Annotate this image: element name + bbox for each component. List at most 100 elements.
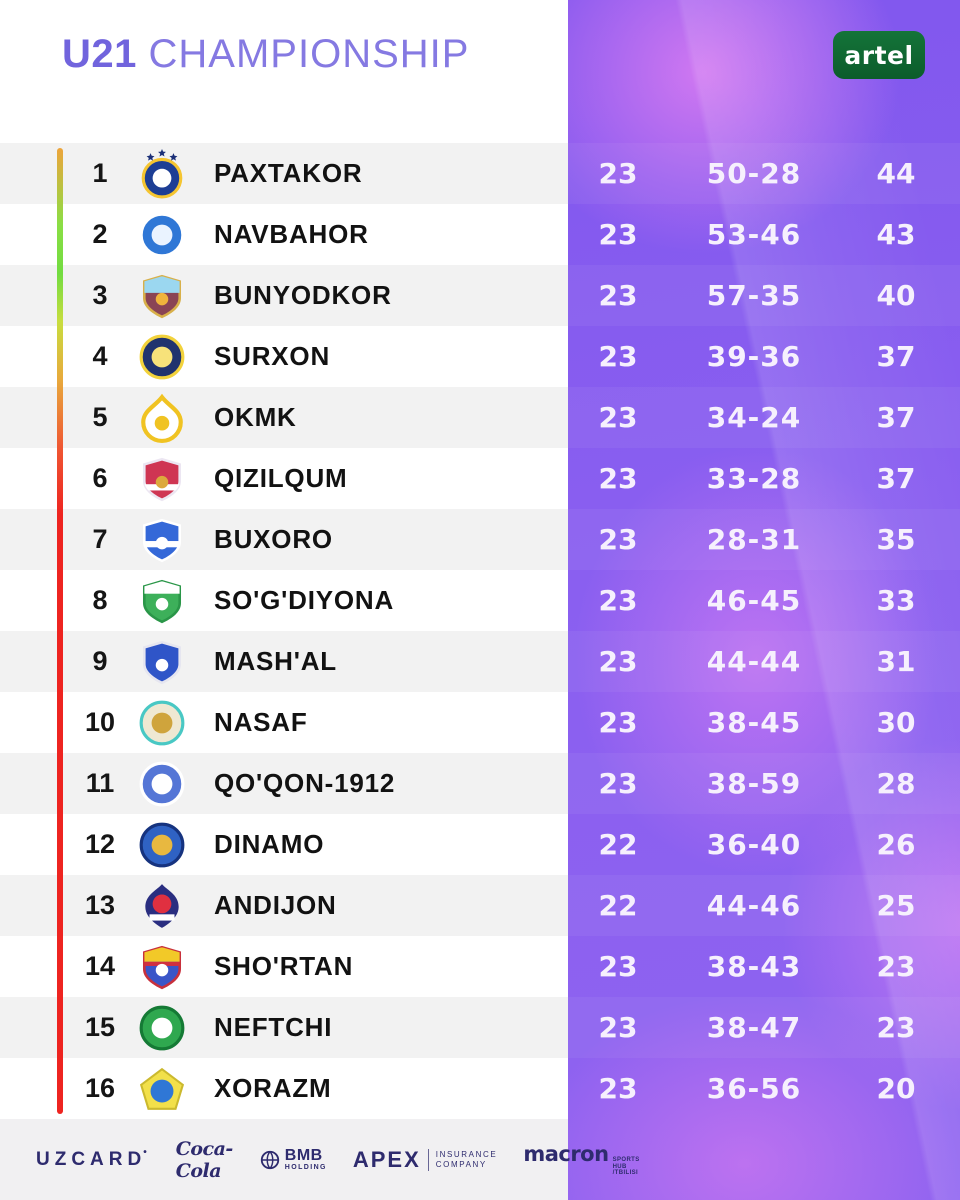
- table-row: 15 NEFTCHI 23 38-47 23: [0, 997, 960, 1058]
- stats-cell: 23 38-59 28: [568, 753, 960, 814]
- matches-played: 23: [598, 767, 638, 800]
- goal-difference: 44-44: [706, 645, 802, 678]
- stats-cell: 23 50-28 44: [568, 143, 960, 204]
- stats-cell: 23 44-44 31: [568, 631, 960, 692]
- team-name: NASAF: [214, 707, 308, 737]
- team-name: QO'QON-1912: [214, 768, 396, 798]
- rank-number: 14: [84, 951, 116, 981]
- rank-number: 10: [84, 707, 116, 737]
- table-row: 1 PAXTAKOR 23 50-28 44: [0, 143, 960, 204]
- team-logo: [130, 1003, 194, 1053]
- goal-difference: 53-46: [706, 218, 802, 251]
- macron-sublabel-1: SPORTS HUB: [612, 1157, 640, 1170]
- uzcard-label: UZCARD: [36, 1148, 147, 1170]
- apex-label: APEX: [352, 1146, 421, 1172]
- team-logo: [130, 454, 194, 504]
- team-logo: [130, 942, 194, 992]
- points: 37: [876, 340, 916, 373]
- team-name: PAXTAKOR: [214, 158, 363, 188]
- table-row: 4 SURXON 23 39-36 37: [0, 326, 960, 387]
- matches-played: 23: [598, 523, 638, 556]
- artel-logo: artel: [833, 31, 925, 79]
- points: 37: [876, 401, 916, 434]
- team-cell: 8 SO'G'DIYONA: [0, 570, 568, 631]
- goal-difference: 50-28: [706, 157, 802, 190]
- team-logo: [130, 332, 194, 382]
- goal-difference: 28-31: [706, 523, 802, 556]
- points: 30: [876, 706, 916, 739]
- matches-played: 23: [598, 1011, 638, 1044]
- team-name: BUNYODKOR: [214, 280, 392, 310]
- goal-difference: 57-35: [706, 279, 802, 312]
- matches-played: 23: [598, 157, 638, 190]
- team-name: SURXON: [214, 341, 331, 371]
- artel-logo-label: artel: [844, 40, 914, 70]
- points: 31: [876, 645, 916, 678]
- table-row: 13 ANDIJON 22 44-46 25: [0, 875, 960, 936]
- matches-played: 23: [598, 462, 638, 495]
- matches-played: 22: [598, 828, 638, 861]
- stats-cell: 23 38-45 30: [568, 692, 960, 753]
- team-cell: 6 QIZILQUM: [0, 448, 568, 509]
- goal-difference: 36-56: [706, 1072, 802, 1105]
- team-logo: [130, 698, 194, 748]
- points: 23: [876, 1011, 916, 1044]
- stats-cell: 23 38-47 23: [568, 997, 960, 1058]
- goal-difference: 38-59: [706, 767, 802, 800]
- bmb-sublabel: HOLDING: [284, 1164, 327, 1171]
- sponsor-bar: UZCARD • Coca-Cola BMB HOLDING APEX INSUR…: [0, 1119, 639, 1200]
- team-cell: 15 NEFTCHI: [0, 997, 568, 1058]
- team-logo: [130, 148, 194, 199]
- points: 25: [876, 889, 916, 922]
- team-cell: 11 QO'QON-1912: [0, 753, 568, 814]
- table-row: 3 BUNYODKOR 23 57-35 40: [0, 265, 960, 326]
- team-name: NAVBAHOR: [214, 219, 369, 249]
- macron-logo: macron SPORTS HUB /TBILISI: [523, 1142, 639, 1177]
- team-cell: 5 OKMK: [0, 387, 568, 448]
- team-name: BUXORO: [214, 524, 333, 554]
- stats-cell: 23 36-56 20: [568, 1058, 960, 1119]
- points: 20: [876, 1072, 916, 1105]
- apex-sublabel-2: COMPANY: [435, 1159, 487, 1169]
- rank-number: 16: [84, 1073, 116, 1103]
- points: 26: [876, 828, 916, 861]
- matches-played: 23: [598, 401, 638, 434]
- points: 33: [876, 584, 916, 617]
- stats-cell: 23 28-31 35: [568, 509, 960, 570]
- standings-table: 1 PAXTAKOR 23 50-28 44 2 NAVBAHOR 23 53-…: [0, 143, 960, 1119]
- points: 43: [876, 218, 916, 251]
- team-cell: 7 BUXORO: [0, 509, 568, 570]
- cocacola-label: Coca-Cola: [175, 1137, 234, 1182]
- team-name: NEFTCHI: [214, 1012, 333, 1042]
- team-logo: [130, 271, 194, 321]
- team-cell: 1 PAXTAKOR: [0, 143, 568, 204]
- points: 23: [876, 950, 916, 983]
- rank-number: 11: [85, 768, 115, 798]
- stats-panel-background: [568, 0, 960, 1200]
- matches-played: 22: [598, 889, 638, 922]
- rank-number: 9: [92, 646, 108, 676]
- table-row: 16 XORAZM 23 36-56 20: [0, 1058, 960, 1119]
- team-cell: 12 DINAMO: [0, 814, 568, 875]
- uzcard-logo: UZCARD •: [36, 1147, 150, 1171]
- goal-difference: 36-40: [706, 828, 802, 861]
- team-name: DINAMO: [214, 829, 325, 859]
- team-name: MASH'AL: [214, 646, 337, 676]
- goal-difference: 38-43: [706, 950, 802, 983]
- table-row: 6 QIZILQUM 23 33-28 37: [0, 448, 960, 509]
- apex-logo: APEX INSURANCE COMPANY: [353, 1147, 497, 1173]
- points: 37: [876, 462, 916, 495]
- macron-sublabel-2: /TBILISI: [612, 1170, 639, 1177]
- rank-number: 8: [92, 585, 108, 615]
- team-logo: [130, 576, 194, 626]
- team-logo: [130, 1064, 194, 1114]
- matches-played: 23: [598, 340, 638, 373]
- stats-cell: 23 57-35 40: [568, 265, 960, 326]
- rank-number: 7: [92, 524, 108, 554]
- rank-number: 2: [92, 219, 108, 249]
- table-row: 2 NAVBAHOR 23 53-46 43: [0, 204, 960, 265]
- rank-number: 5: [92, 402, 108, 432]
- stats-cell: 23 34-24 37: [568, 387, 960, 448]
- team-logo: [130, 210, 194, 260]
- stats-cell: 23 53-46 43: [568, 204, 960, 265]
